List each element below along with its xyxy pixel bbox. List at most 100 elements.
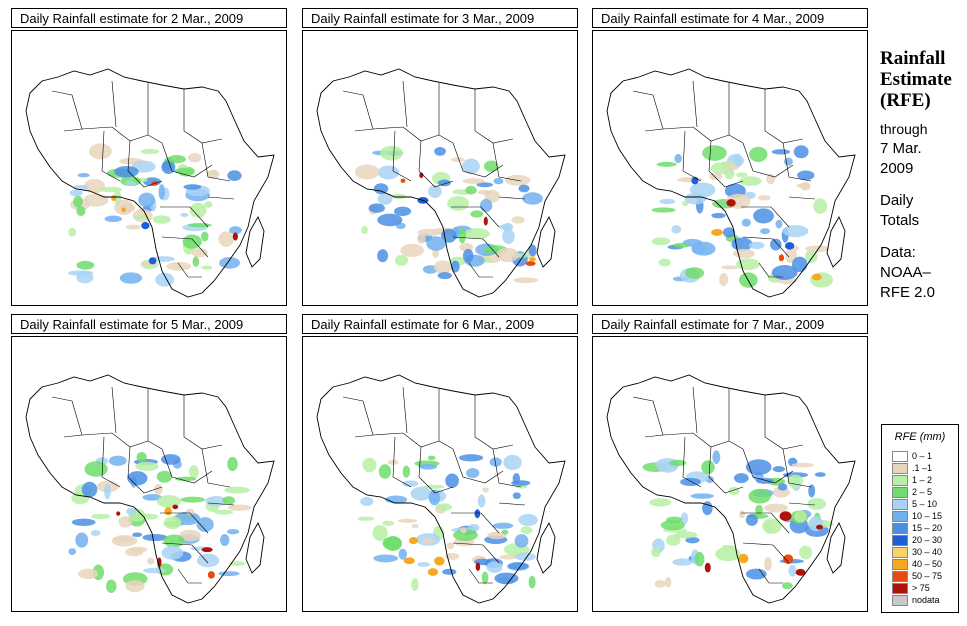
- rainfall-area: [445, 473, 459, 488]
- panel-title: Daily Rainfall estimate for 6 Mar., 2009: [302, 314, 578, 334]
- country-border: [438, 83, 454, 144]
- map-panel-1: Daily Rainfall estimate for 2 Mar., 2009: [11, 8, 287, 306]
- rainfall-area: [733, 153, 743, 167]
- rainfall-area: [674, 153, 682, 164]
- rainfall-area: [669, 459, 687, 467]
- country-border: [492, 142, 522, 182]
- legend-title: RFE (mm): [894, 431, 946, 443]
- panel-title: Daily Rainfall estimate for 5 Mar., 2009: [11, 314, 287, 334]
- rainfall-area: [183, 184, 202, 190]
- rainfall-area: [797, 170, 815, 181]
- heavy-rainfall-area: [172, 504, 179, 510]
- africa-map: [592, 336, 868, 612]
- rainfall-area: [753, 208, 774, 224]
- legend-item: 2 – 5: [892, 487, 932, 498]
- rainfall-area: [651, 207, 676, 213]
- legend-item: nodata: [892, 595, 940, 606]
- rainfall-area: [476, 182, 493, 188]
- rainfall-area: [182, 234, 202, 249]
- rainfall-area: [656, 161, 677, 167]
- rainfall-area: [83, 193, 109, 207]
- rainfall-area: [142, 567, 167, 574]
- heavy-rainfall-area: [148, 257, 157, 265]
- rainfall-area: [76, 260, 95, 270]
- country-border: [207, 502, 235, 506]
- rainfall-area: [794, 510, 807, 523]
- heavy-rainfall-area: [783, 554, 794, 565]
- rainfall-area: [481, 571, 489, 585]
- country-border: [682, 436, 702, 488]
- map-panel-5: Daily Rainfall estimate for 6 Mar., 2009: [302, 314, 578, 612]
- heavy-rainfall-area: [779, 511, 792, 522]
- legend: RFE (mm) 0 – 1 .1 –1 1 – 2 2 – 5 5 – 10 10 – …: [881, 424, 959, 613]
- madagascar-outline: [536, 215, 556, 268]
- heavy-rainfall-area: [475, 562, 481, 571]
- legend-label: 0 – 1: [912, 451, 933, 461]
- country-border: [498, 196, 526, 200]
- legend-item: 20 – 30: [892, 535, 942, 546]
- rainfall-area: [748, 241, 765, 250]
- legend-item: .1 –1: [892, 463, 932, 474]
- rainfall-area: [792, 256, 808, 273]
- rainfall-area: [733, 473, 749, 484]
- country-border: [451, 206, 500, 228]
- rainfall-area: [218, 231, 234, 247]
- rainfall-area: [201, 231, 209, 242]
- rainfall-area: [428, 489, 441, 506]
- legend-label: 10 – 15: [912, 511, 943, 521]
- rainfall-area: [501, 529, 509, 535]
- country-border: [662, 432, 730, 448]
- country-border: [788, 502, 816, 506]
- heavy-rainfall-area: [778, 254, 785, 262]
- rainfall-area: [658, 258, 671, 267]
- rainfall-area: [153, 483, 163, 495]
- legend-item: 30 – 40: [892, 547, 942, 558]
- rainfall-area: [106, 579, 117, 593]
- rainfall-area: [361, 225, 368, 235]
- rainfall-area: [142, 494, 163, 501]
- rainfall-area: [503, 454, 522, 471]
- rainfall-area: [411, 577, 419, 592]
- rainfall-area: [522, 192, 543, 205]
- rainfall-area: [160, 454, 181, 465]
- rainfall-area: [809, 272, 834, 288]
- country-border: [161, 542, 209, 564]
- rainfall-area: [73, 195, 83, 208]
- legend-swatch: [892, 523, 908, 534]
- rainfall-area: [140, 148, 160, 155]
- country-border: [764, 89, 804, 144]
- legend-swatch: [892, 571, 908, 582]
- rainfall-area: [450, 157, 465, 162]
- heavy-rainfall-area: [201, 547, 213, 553]
- legend-swatch: [892, 487, 908, 498]
- rainfall-area: [417, 234, 426, 244]
- data-line: NOAA–: [880, 264, 931, 281]
- country-border: [160, 512, 209, 534]
- rainfall-area: [360, 496, 374, 507]
- rainfall-area: [227, 504, 252, 511]
- rainfall-area: [147, 557, 155, 565]
- country-border: [708, 446, 744, 494]
- country-border: [742, 448, 794, 484]
- rainfall-area: [520, 526, 533, 535]
- rainfall-area: [483, 160, 499, 172]
- rainfall-area: [782, 225, 809, 238]
- rainfall-area: [659, 198, 676, 205]
- rainfall-area: [219, 533, 230, 546]
- rainfall-area: [226, 529, 240, 535]
- rainfall-area: [108, 455, 127, 466]
- heavy-rainfall-area: [525, 261, 536, 266]
- legend-item: 15 – 20: [892, 523, 942, 534]
- country-border: [492, 448, 522, 488]
- rainfall-area: [654, 580, 666, 588]
- rainfall-area: [418, 463, 438, 470]
- rainfall-area: [78, 568, 99, 580]
- coastline: [316, 374, 566, 604]
- daily-line: Totals: [880, 212, 920, 229]
- rainfall-area: [466, 468, 480, 479]
- rainfall-area: [382, 536, 402, 550]
- country-border: [392, 436, 412, 488]
- country-border: [161, 448, 213, 484]
- rainfall-area: [84, 461, 108, 477]
- rainfall-area: [745, 459, 772, 475]
